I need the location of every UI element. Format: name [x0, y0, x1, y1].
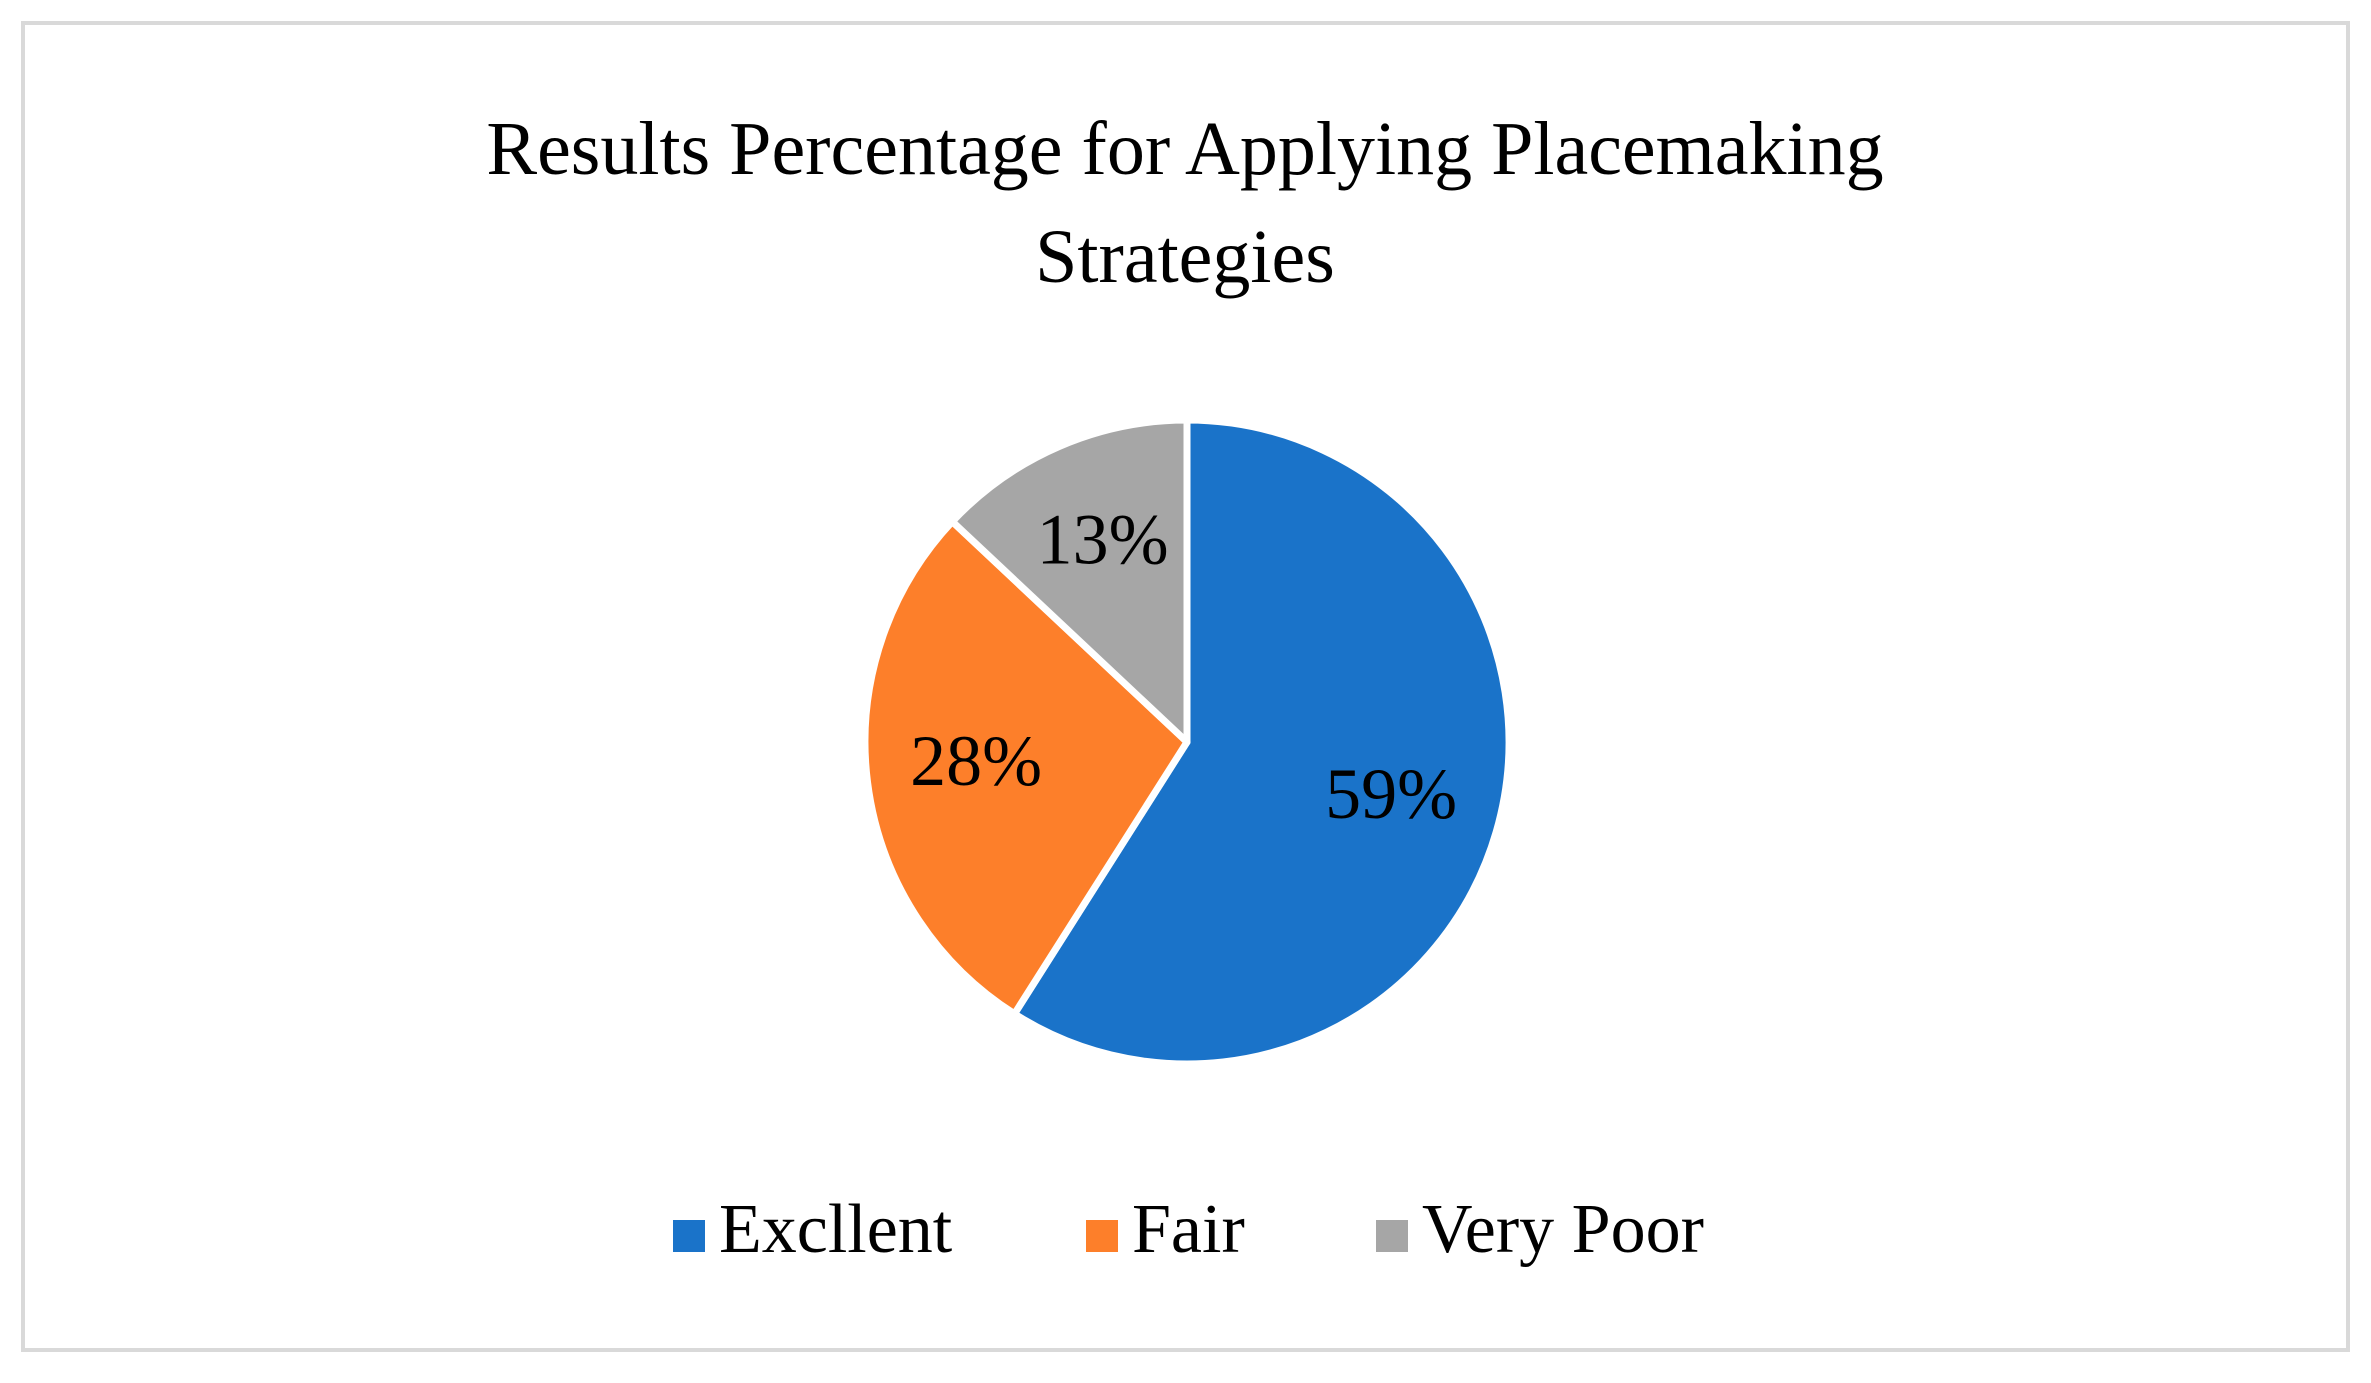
data-label: 13% [1037, 499, 1169, 579]
pie-slice [948, 416, 1191, 746]
legend-swatch [1376, 1220, 1408, 1252]
legend-label: Fair [1132, 1191, 1245, 1268]
data-label: 28% [910, 721, 1042, 801]
pie-slice [861, 518, 1191, 1018]
legend-swatch [1086, 1220, 1118, 1252]
data-label: 59% [1325, 754, 1457, 834]
legend-swatch [673, 1220, 705, 1252]
pie-slice [1010, 416, 1513, 1068]
chart-title: Results Percentage for Applying Placemak… [486, 107, 1884, 299]
legend-label: Very Poor [1422, 1191, 1704, 1268]
legend-label: Excllent [719, 1191, 953, 1268]
